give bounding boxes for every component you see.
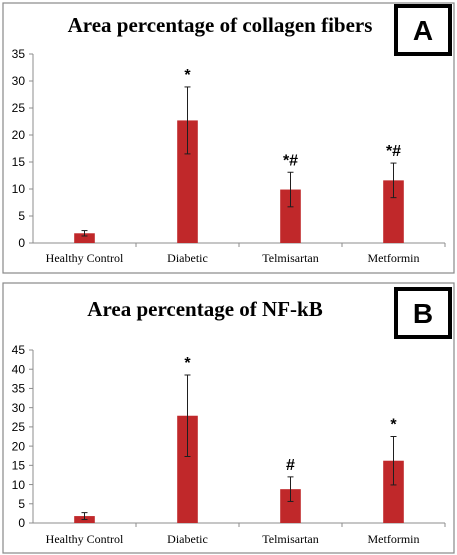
bar-1 [74, 233, 95, 243]
x-category-label: Telmisartan [262, 532, 318, 546]
y-tick-label: 20 [12, 128, 26, 142]
x-category-label: Healthy Control [46, 251, 124, 265]
significance-mark: * [390, 417, 397, 434]
y-tick-label: 15 [12, 155, 26, 169]
panel-label-box [394, 4, 452, 56]
y-tick-label: 0 [18, 516, 25, 530]
x-category-label: Diabetic [167, 251, 208, 265]
chart-frame [2, 2, 455, 274]
significance-mark: * [184, 355, 191, 372]
y-tick-label: 10 [12, 478, 26, 492]
bar-2 [177, 120, 198, 243]
chart-title: Area percentage of collagen fibers [68, 13, 373, 37]
y-tick-label: 5 [18, 209, 25, 223]
significance-mark: * [184, 67, 191, 84]
y-tick-label: 45 [12, 343, 26, 357]
significance-mark: # [286, 457, 295, 474]
y-tick-label: 10 [12, 182, 26, 196]
bar-3 [280, 189, 301, 243]
significance-mark: *# [283, 152, 298, 169]
x-category-label: Telmisartan [262, 251, 318, 265]
y-tick-label: 40 [12, 362, 26, 376]
panel-label-box [394, 287, 452, 339]
chart-panel-a: Area percentage of collagen fibers A 0 5 10 1… [2, 2, 455, 274]
chart-frame [2, 282, 455, 554]
significance-mark: *# [386, 143, 401, 160]
bar-4 [383, 460, 404, 523]
bar-3 [280, 489, 301, 523]
x-category-label: Healthy Control [46, 532, 124, 546]
y-tick-label: 20 [12, 439, 26, 453]
bar-4 [383, 180, 404, 243]
y-tick-label: 30 [12, 401, 26, 415]
y-tick-label: 0 [18, 236, 25, 250]
y-tick-label: 35 [12, 47, 26, 61]
x-category-label: Metformin [368, 532, 420, 546]
chart-panel-b: Area percentage of NF-kB B 0 5 10 15 20 25 30 35 4… [2, 282, 455, 554]
y-tick-label: 15 [12, 459, 26, 473]
bar-2 [177, 415, 198, 523]
y-tick-label: 30 [12, 74, 26, 88]
x-category-label: Metformin [368, 251, 420, 265]
y-tick-label: 35 [12, 382, 26, 396]
panel-label: B [413, 298, 433, 329]
y-tick-label: 5 [18, 497, 25, 511]
y-tick-label: 25 [12, 420, 26, 434]
x-category-label: Diabetic [167, 532, 208, 546]
panel-label: A [413, 15, 433, 46]
y-tick-label: 25 [12, 101, 26, 115]
chart-title: Area percentage of NF-kB [87, 297, 322, 321]
